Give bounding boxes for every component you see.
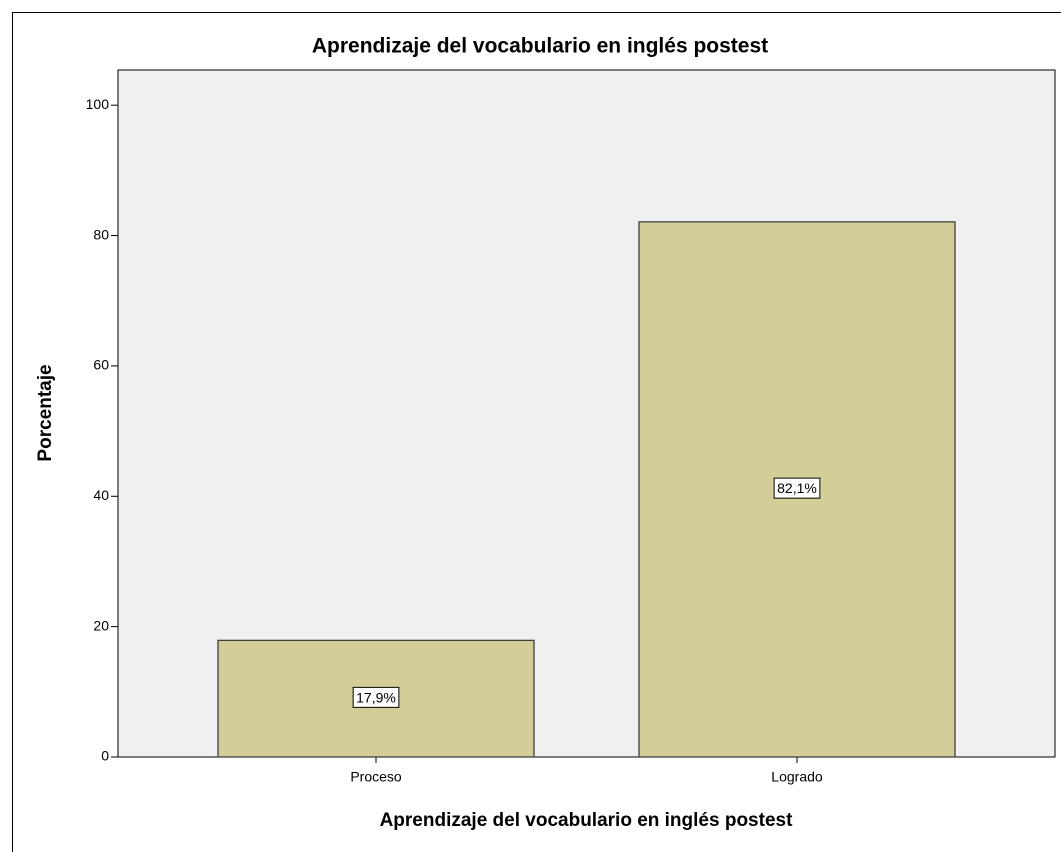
y-tick-label: 40 xyxy=(93,487,109,503)
x-axis-title: Aprendizaje del vocabulario en inglés po… xyxy=(380,810,793,831)
x-tick-label: Logrado xyxy=(771,769,823,785)
y-tick-label: 60 xyxy=(93,357,109,373)
data-label-box xyxy=(773,477,821,499)
y-tick-label: 100 xyxy=(86,96,110,112)
y-tick-label: 20 xyxy=(93,617,109,633)
y-tick-label: 80 xyxy=(93,226,109,242)
data-label: 17,9% xyxy=(356,689,396,705)
data-label: 82,1% xyxy=(777,480,817,496)
y-axis-title: Porcentaje xyxy=(35,364,56,461)
y-tick-label: 0 xyxy=(101,748,109,764)
chart-title: Aprendizaje del vocabulario en inglés po… xyxy=(312,35,768,58)
x-tick-label: Proceso xyxy=(350,769,402,785)
data-label-box xyxy=(352,686,400,708)
